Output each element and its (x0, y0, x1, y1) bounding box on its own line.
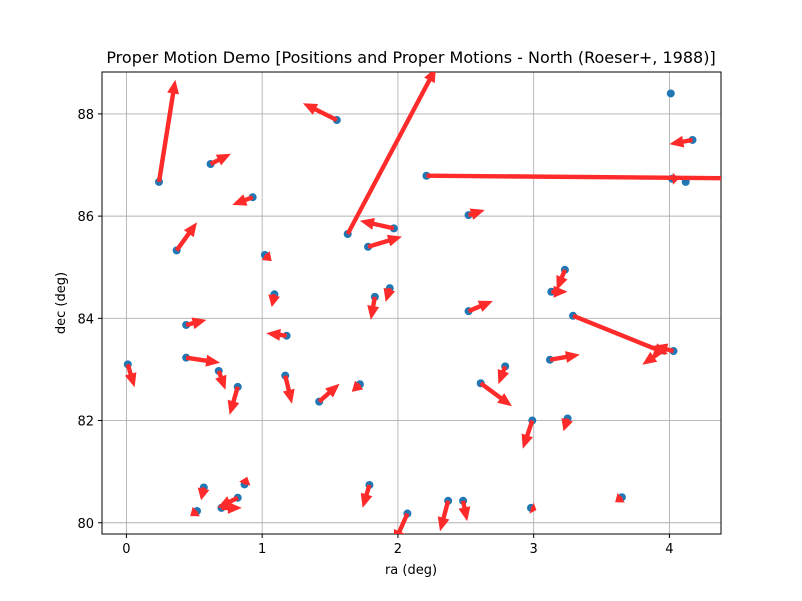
proper-motion-arrow (642, 348, 664, 365)
proper-motion-arrow (653, 343, 674, 356)
x-tick-label: 1 (258, 542, 266, 557)
proper-motion-arrow (190, 506, 200, 517)
proper-motion-arrow (266, 328, 287, 341)
proper-motion-arrow (359, 218, 395, 231)
y-tick-label: 80 (77, 517, 94, 532)
proper-motion-arrow (221, 501, 242, 514)
proper-motion-arrow (239, 476, 251, 486)
proper-motion-arrow (458, 500, 471, 522)
proper-motion-arrow (393, 512, 410, 534)
proper-motion-arrow (317, 383, 340, 404)
proper-motion-arrow (437, 500, 451, 532)
proper-motion-arrow (521, 419, 535, 449)
proper-motion-arrow (156, 79, 179, 183)
y-tick-label: 82 (77, 415, 94, 430)
plot-frame (101, 71, 722, 535)
proper-motion-arrow (268, 293, 280, 308)
grid-lines (102, 72, 721, 534)
y-axis-label: dec (deg) (54, 272, 69, 334)
proper-motion-arrow (556, 269, 568, 291)
proper-motion-arrow (351, 380, 364, 392)
x-tick-label: 3 (530, 542, 538, 557)
y-tick-label: 84 (77, 312, 94, 327)
proper-motion-arrow (479, 381, 512, 407)
proper-motion-arrow (124, 363, 137, 388)
proper-motion-arrow (672, 172, 679, 185)
proper-motion-arrow (551, 285, 568, 298)
proper-motion-arrow (367, 234, 402, 249)
proper-motion-arrow (261, 251, 272, 262)
proper-motion-arrow (232, 194, 254, 206)
proper-motion-arrow (467, 208, 485, 220)
proper-motion-arrow (185, 317, 207, 330)
proper-motion-arrow (615, 492, 625, 503)
y-tick-label: 86 (77, 210, 94, 225)
proper-motion-arrow (561, 417, 573, 432)
star-point (666, 89, 675, 98)
proper-motion-arrow (572, 313, 669, 355)
y-tick-label: 88 (77, 108, 94, 123)
proper-motion-arrow (669, 135, 693, 148)
proper-motion-arrow (367, 296, 380, 320)
proper-motion-arrows (124, 72, 721, 534)
x-tick-label: 0 (122, 542, 130, 557)
proper-motion-arrow (360, 484, 373, 508)
proper-motion-arrow (215, 370, 227, 390)
proper-motion-arrow (185, 354, 221, 367)
x-tick-label: 2 (394, 542, 402, 557)
proper-motion-arrow (467, 300, 493, 314)
proper-motion-arrow (302, 103, 338, 122)
proper-motion-arrow (282, 375, 295, 404)
proper-motion-arrow (383, 287, 396, 302)
proper-motion-arrow (217, 495, 239, 508)
proper-motion-arrow (529, 502, 537, 514)
x-axis-label: ra (deg) (385, 563, 437, 578)
y-axis-ticks: 80 82 84 86 88 (77, 108, 102, 532)
proper-motion-arrow (197, 487, 210, 501)
proper-motion-arrow (227, 386, 240, 415)
proper-motion-arrow (497, 365, 509, 385)
proper-motion-arrow (345, 72, 436, 235)
proper-motion-arrow (209, 153, 231, 166)
chart-title: Proper Motion Demo [Positions and Proper… (106, 48, 715, 67)
proper-motion-arrow (426, 173, 721, 181)
x-tick-label: 4 (665, 542, 673, 557)
proper-motion-arrow (174, 222, 197, 252)
x-axis-ticks: 0 1 2 3 4 (122, 534, 674, 557)
proper-motion-arrow (549, 351, 580, 363)
